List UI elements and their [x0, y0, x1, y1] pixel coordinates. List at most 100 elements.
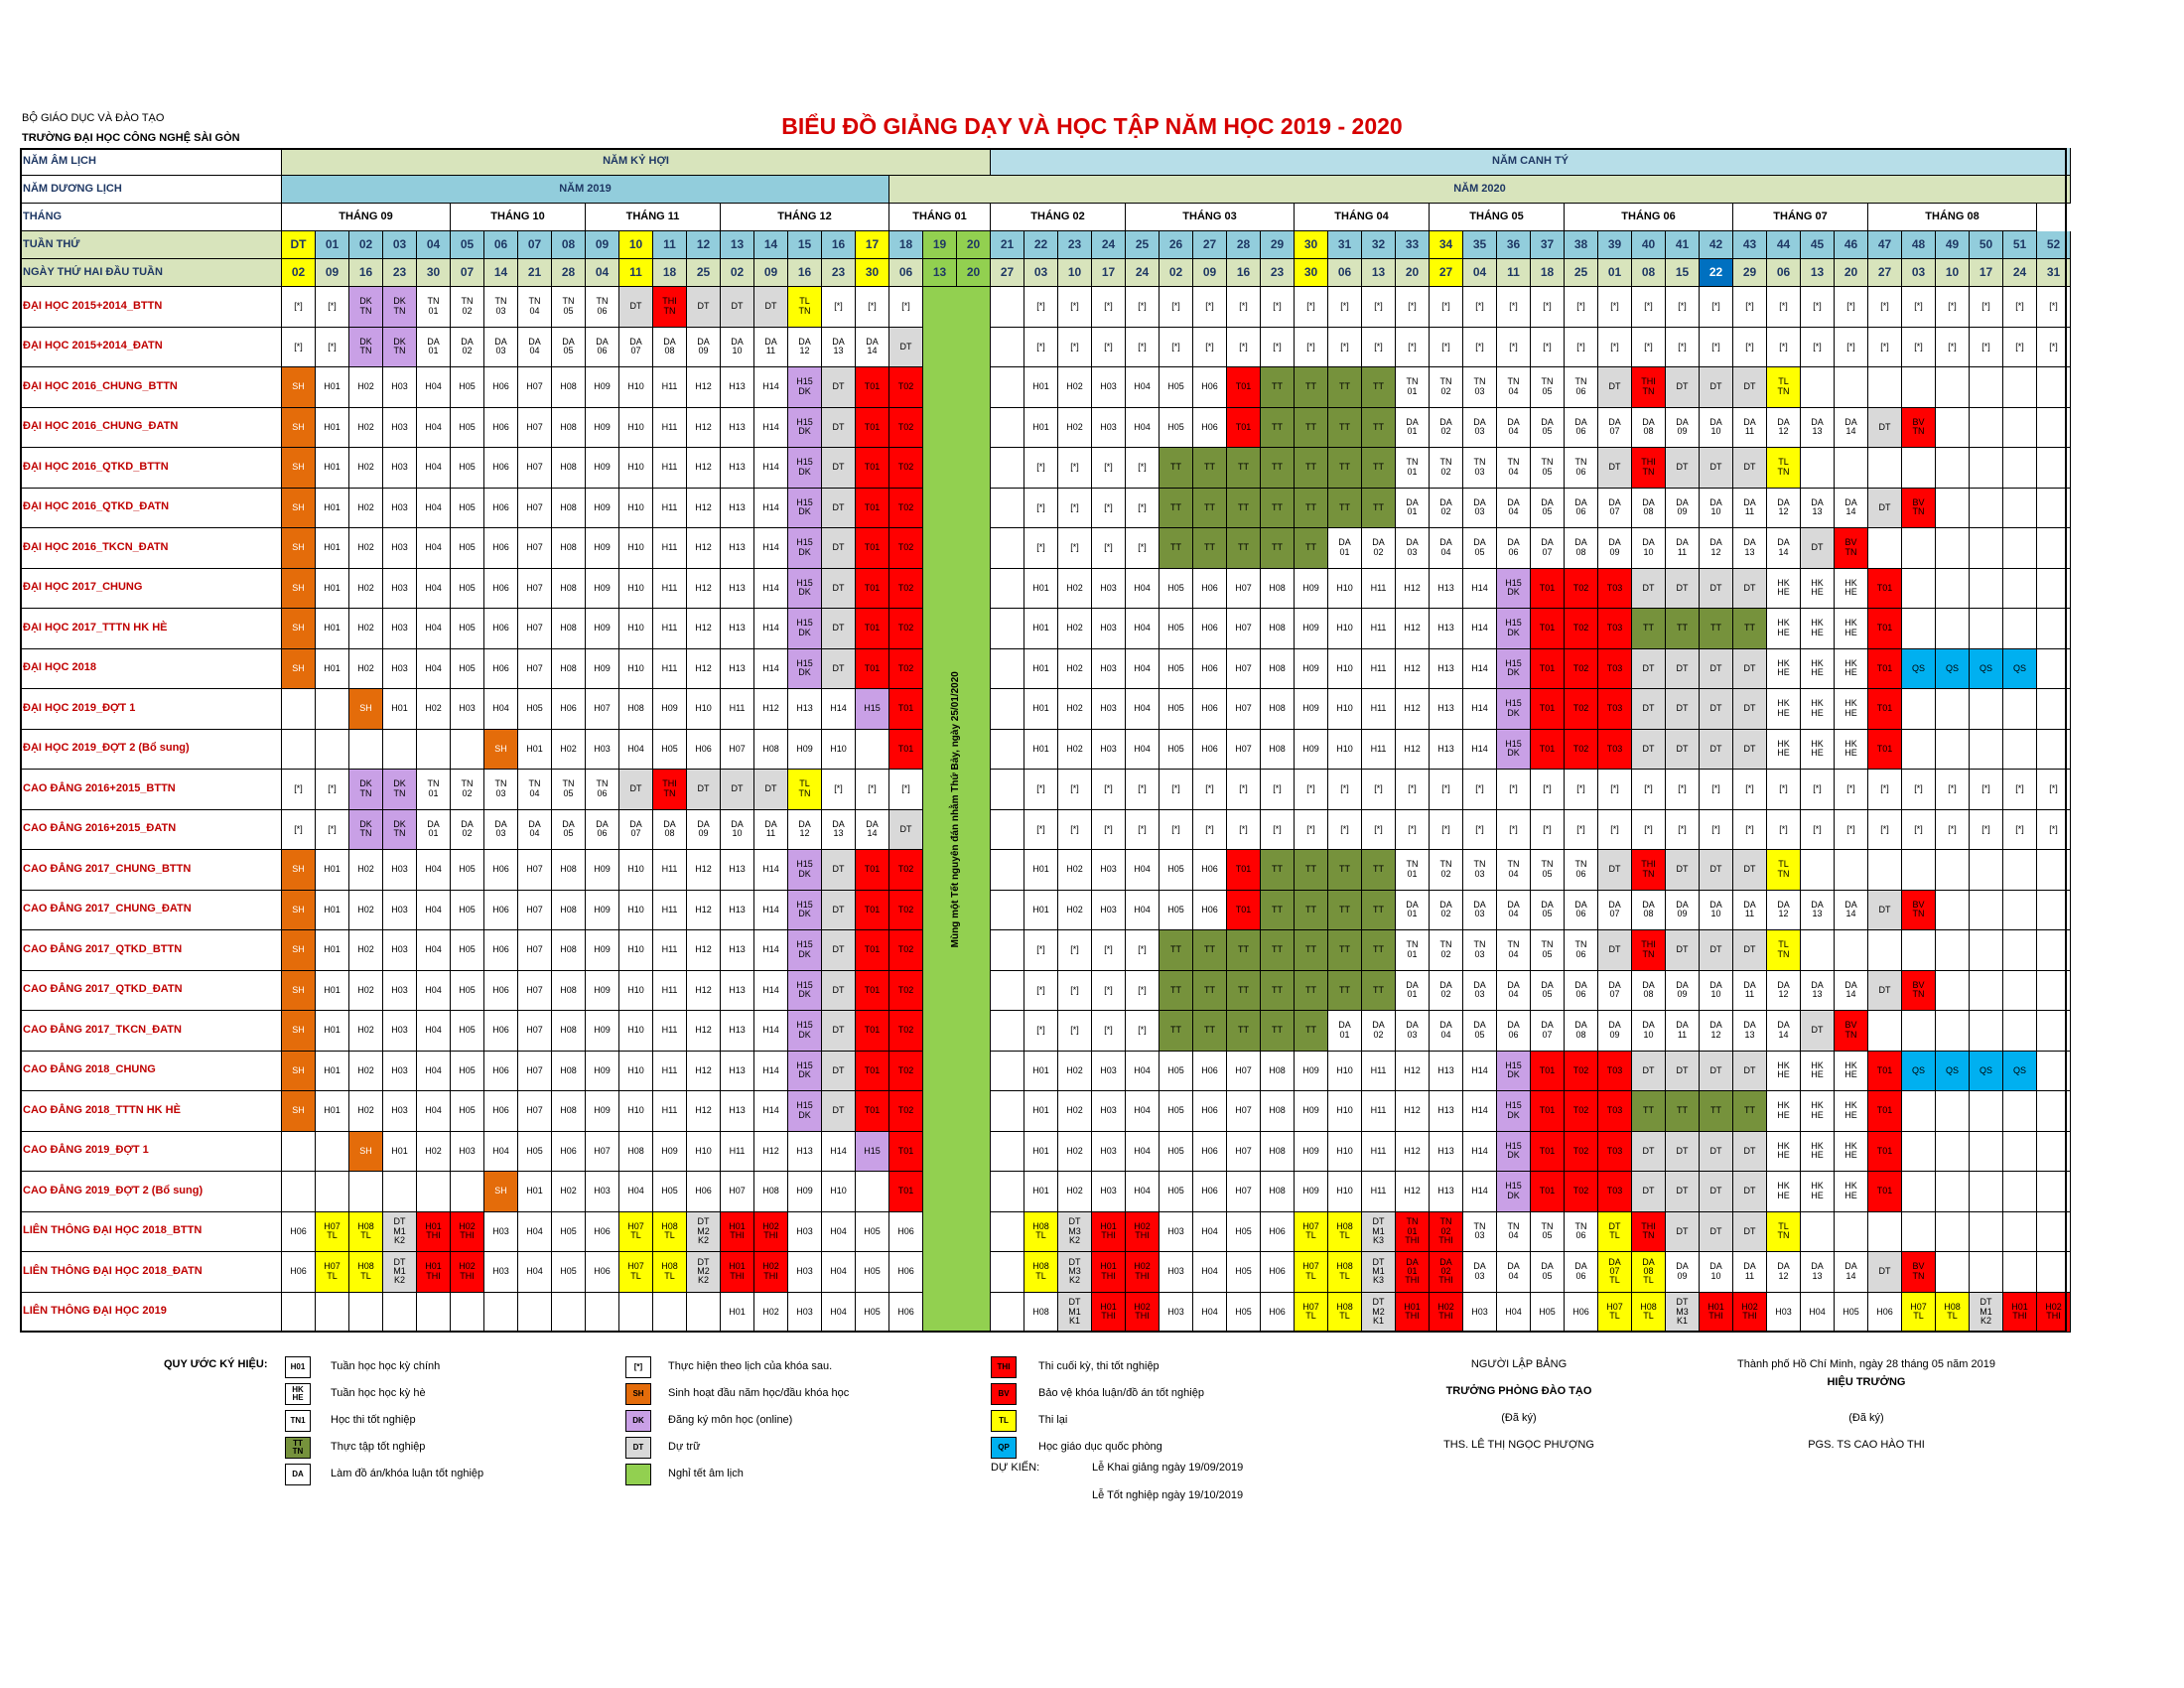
schedule-cell: H05 — [1160, 367, 1193, 408]
schedule-cell: H07 TL — [1295, 1211, 1328, 1252]
schedule-cell — [1835, 850, 1868, 891]
schedule-cell — [383, 1292, 417, 1333]
schedule-cell: TT — [1227, 488, 1261, 528]
schedule-cell: DT — [1733, 1131, 1767, 1172]
schedule-cell: [*] — [1531, 770, 1565, 810]
schedule-cell: THI TN — [1632, 1211, 1666, 1252]
schedule-cell: TN 06 — [1565, 850, 1598, 891]
schedule-cell: T03 — [1598, 689, 1632, 730]
schedule-cell: T02 — [889, 1011, 923, 1052]
schedule-cell: H07 — [518, 930, 552, 971]
schedule-cell: H12 — [687, 1011, 721, 1052]
schedule-cell: DT — [1700, 448, 1733, 489]
schedule-cell: DT M1 K1 — [1058, 1292, 1092, 1333]
schedule-cell — [2037, 1252, 2071, 1293]
schedule-cell: H09 — [586, 930, 619, 971]
schedule-cell: H05 — [653, 1172, 687, 1212]
schedule-cell: H13 — [1430, 609, 1463, 649]
schedule-cell: H04 — [417, 648, 451, 689]
schedule-cell: H07 TL — [619, 1211, 653, 1252]
schedule-cell: H01 THI — [721, 1252, 754, 1293]
schedule-cell: HK HE — [1835, 1172, 1868, 1212]
schedule-cell: DT — [1632, 648, 1666, 689]
schedule-cell: DA 11 — [1733, 1252, 1767, 1293]
schedule-cell: T01 — [856, 1011, 889, 1052]
schedule-cell — [282, 729, 316, 770]
schedule-cell: H10 — [619, 1091, 653, 1132]
schedule-cell: H14 — [754, 850, 788, 891]
schedule-cell: TT — [1295, 1011, 1328, 1052]
schedule-cell: [*] — [2037, 770, 2071, 810]
schedule-cell: [*] — [1058, 770, 1092, 810]
schedule-cell: H01 THI — [417, 1252, 451, 1293]
schedule-cell: H02 — [1058, 1051, 1092, 1091]
schedule-cell: H07 — [518, 1051, 552, 1091]
schedule-cell: H02 — [552, 729, 586, 770]
schedule-cell: H05 — [653, 729, 687, 770]
schedule-cell: H04 — [1126, 609, 1160, 649]
course-label: ĐẠI HỌC 2017_CHUNG — [20, 568, 282, 609]
schedule-cell — [1936, 609, 1970, 649]
schedule-cell: T02 — [1565, 1172, 1598, 1212]
schedule-cell: T03 — [1598, 1091, 1632, 1132]
schedule-cell: DT — [1700, 1131, 1733, 1172]
schedule-cell: DK TN — [383, 809, 417, 850]
schedule-cell: H04 — [1126, 1131, 1160, 1172]
schedule-cell: H01 THI — [1092, 1252, 1126, 1293]
schedule-cell: TN 06 — [586, 287, 619, 328]
schedule-cell: DA 10 — [721, 327, 754, 367]
week-cell: 32 — [1362, 231, 1396, 259]
schedule-cell: BV TN — [1902, 407, 1936, 448]
week-cell: 20 — [957, 231, 991, 259]
schedule-cell: DA 05 — [552, 327, 586, 367]
schedule-cell: TT — [1295, 970, 1328, 1011]
schedule-cell: [*] — [1902, 809, 1936, 850]
month-cell: THÁNG 11 — [586, 204, 721, 231]
schedule-cell: H01 — [316, 970, 349, 1011]
schedule-cell: [*] — [1058, 809, 1092, 850]
schedule-cell — [991, 930, 1024, 971]
schedule-cell: H09 — [1295, 1172, 1328, 1212]
monday-cell: 30 — [856, 259, 889, 287]
monday-cell: 02 — [721, 259, 754, 287]
schedule-cell: H13 — [721, 488, 754, 528]
schedule-cell: [*] — [1936, 770, 1970, 810]
schedule-cell: DT — [1700, 648, 1733, 689]
schedule-cell: DA 02 — [1430, 407, 1463, 448]
schedule-cell — [1970, 609, 2003, 649]
schedule-cell: QS — [1902, 1051, 1936, 1091]
monday-cell: 09 — [316, 259, 349, 287]
monday-cell: 21 — [518, 259, 552, 287]
schedule-cell — [2003, 367, 2037, 408]
schedule-cell: HK HE — [1835, 1051, 1868, 1091]
schedule-cell: DT — [1801, 1011, 1835, 1052]
schedule-cell: DT — [1868, 407, 1902, 448]
month-cell: THÁNG 07 — [1733, 204, 1868, 231]
schedule-cell: H03 — [1463, 1292, 1497, 1333]
schedule-cell: H11 — [1362, 568, 1396, 609]
schedule-cell: DT — [822, 407, 856, 448]
schedule-cell — [282, 1131, 316, 1172]
schedule-cell: H06 — [687, 1172, 721, 1212]
schedule-cell: DT — [1632, 1051, 1666, 1091]
schedule-cell: [*] — [1970, 287, 2003, 328]
schedule-cell — [991, 689, 1024, 730]
schedule-cell — [2003, 528, 2037, 569]
schedule-cell: H13 — [721, 648, 754, 689]
schedule-cell: DA 03 — [484, 327, 518, 367]
schedule-cell: H10 — [619, 648, 653, 689]
schedule-cell: T02 — [1565, 568, 1598, 609]
schedule-cell: [*] — [2037, 327, 2071, 367]
schedule-cell: DT — [1666, 568, 1700, 609]
schedule-cell: H13 — [1430, 648, 1463, 689]
schedule-cell: DT — [1868, 488, 1902, 528]
schedule-cell — [1902, 568, 1936, 609]
schedule-cell: HK HE — [1835, 1131, 1868, 1172]
schedule-cell: H11 — [653, 1051, 687, 1091]
tet-holiday-block: Mùng một Tết nguyên đán nhằm Thứ Bảy, ng… — [923, 287, 991, 1333]
schedule-cell: DA 07 — [1531, 1011, 1565, 1052]
week-cell: 25 — [1126, 231, 1160, 259]
schedule-cell: TT — [1362, 448, 1396, 489]
schedule-cell: H12 — [687, 850, 721, 891]
schedule-cell — [1902, 1172, 1936, 1212]
